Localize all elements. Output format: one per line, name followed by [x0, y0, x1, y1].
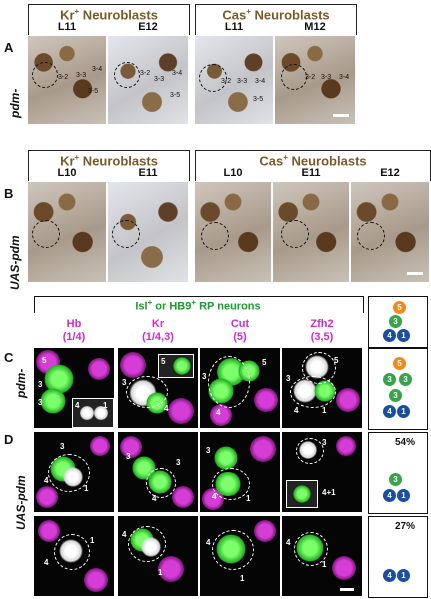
col-cut: Cut (5): [230, 318, 250, 343]
col-label-a2: E12: [138, 21, 158, 33]
panel-letter-d: D: [4, 432, 14, 447]
panel-letter-b: B: [4, 186, 14, 201]
col-label-b5: E12: [380, 167, 400, 179]
panel-b-cas-header: Cas+ Neuroblasts: [195, 150, 431, 181]
col-zfh2: Zfh2 (3,5): [310, 318, 334, 343]
image-d2: 3 3 4: [118, 432, 198, 512]
panel-letter-a: A: [4, 40, 14, 55]
col-label-b1: L10: [57, 167, 77, 179]
col-label-b3: L10: [223, 167, 243, 179]
legend-box-d2: 27% 4 1: [368, 516, 428, 598]
rp-header: Isl+ or HB9+ RP neurons: [135, 298, 261, 313]
image-d6: 4 1: [118, 516, 198, 596]
image-b5: [351, 182, 429, 282]
panel-b-kr-header: Kr+ Neuroblasts: [28, 150, 190, 181]
rp-header-box: [34, 296, 364, 313]
image-b3: [195, 182, 271, 282]
image-c1: 5 3 3 4 1: [34, 348, 114, 428]
panel-a-kr-header: Kr+ Neuroblasts: [28, 4, 190, 35]
col-label-a4: M12: [304, 21, 326, 33]
image-d4: 3 4+1: [282, 432, 362, 512]
col-label-b2: E11: [138, 167, 158, 179]
side-label-c: pdm-: [14, 368, 28, 398]
panel-letter-c: C: [4, 350, 14, 365]
image-a3: 3-2 3-3 3-4 3-5: [195, 36, 273, 124]
side-label-a: pdm-: [8, 88, 22, 118]
panel-a-cas-header: Cas+ Neuroblasts: [195, 4, 357, 35]
image-d8: 4 1: [282, 516, 362, 596]
image-d3: 3 4 1: [200, 432, 280, 512]
image-a2: 3-2 3-3 3-4 3-5: [108, 36, 188, 124]
image-b1: [28, 182, 106, 282]
col-kr: Kr (1/4,3): [142, 318, 174, 343]
image-c4: 5 3 4 1: [282, 348, 362, 428]
legend-box-d1: 54% 3 4 1: [368, 432, 428, 514]
image-d5: 4 1: [34, 516, 114, 596]
image-c3: 5 3 4: [200, 348, 280, 428]
side-label-b: UAS-pdm: [8, 235, 22, 290]
pct-27: 27%: [395, 521, 416, 532]
col-label-b4: E11: [301, 167, 321, 179]
image-d7: 4 1: [200, 516, 280, 596]
image-b4: [273, 182, 349, 282]
image-b2: [108, 182, 188, 282]
image-d1: 3 4 1: [34, 432, 114, 512]
legend-box-c: 5 3 3 3 4 1: [368, 348, 428, 430]
image-c2: 3 4 5: [118, 348, 198, 428]
pct-54: 54%: [395, 437, 416, 448]
legend-box-top: 5 3 4 1: [368, 296, 428, 348]
col-hb: Hb (1/4): [62, 318, 86, 343]
image-a1: 3-2 3-3 3-4 3-5: [28, 36, 106, 124]
col-label-a3: L11: [224, 21, 244, 33]
col-label-a1: L11: [57, 21, 77, 33]
side-label-d: UAS-pdm: [14, 475, 28, 530]
image-a4: 3-2 3-3 3-4: [275, 36, 355, 124]
